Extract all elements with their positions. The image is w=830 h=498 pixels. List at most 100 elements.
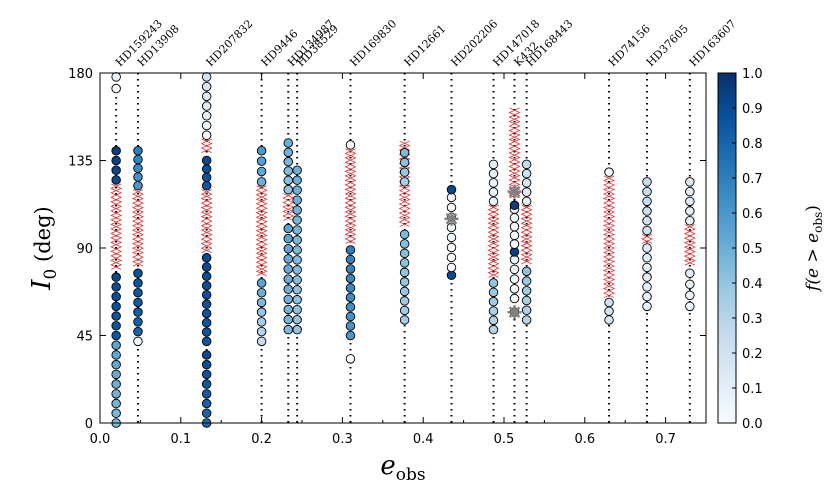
data-point [521,276,532,286]
data-point [399,267,410,278]
data-point [642,225,652,236]
data-point [133,287,143,298]
data-point [292,195,302,205]
data-point [201,318,212,328]
data-point [292,235,302,245]
data-point [133,146,143,156]
data-point [399,248,410,259]
data-point [604,167,614,177]
excluded-zone [683,224,696,266]
x-axis-label: eobs [380,451,425,485]
data-point [685,177,695,187]
colorbar-ticks: 0.0 0.1 0.2 0.3 0.4 0.5 0.6 0.7 0.8 0.9 1.0 [732,67,763,432]
data-point [685,206,695,216]
x-tick-label: 0.4 [413,432,434,447]
data-point [642,252,652,263]
y-axis-label-main: I [27,279,57,291]
data-point [201,181,212,191]
excluded-zone [603,175,616,298]
excluded-inclination-markers [110,107,696,298]
data-point [133,307,143,317]
data-point [111,398,121,409]
data-point [509,213,520,223]
data-point [283,138,294,148]
data-point [345,302,356,312]
data-point [509,274,520,284]
data-point [201,130,212,140]
data-point [201,389,212,399]
data-point [446,184,457,195]
data-point [345,264,356,274]
data-point [521,305,532,315]
excluded-zone [508,107,521,199]
data-point [111,301,121,312]
data-point [509,239,520,249]
data-point [399,277,410,287]
data-point [345,273,356,284]
data-point [521,159,532,170]
excluded-zone [110,183,123,270]
data-point [256,146,267,156]
data-point [133,278,143,288]
excluded-zone [487,204,500,278]
data-point [111,146,121,156]
star-label: HD37605 [644,22,691,69]
x-tick-label: 0.5 [494,432,515,447]
colorbar-label-end: ) [803,205,823,212]
colorbar-tick-label: 0.4 [742,277,763,292]
data-point [292,295,302,305]
data-point [345,292,356,303]
data-point [201,111,212,121]
data-point [201,290,212,300]
data-point [399,315,410,325]
data-point [201,359,212,370]
excluded-zone [200,138,213,153]
data-point [283,274,294,284]
data-point [283,314,294,325]
marked-point [507,305,522,320]
data-point [201,155,212,166]
data-point [201,91,212,102]
data-point [201,369,212,380]
data-point [201,172,212,183]
excluded-zone [255,185,268,277]
colorbar-tick-label: 0.5 [742,242,763,257]
data-point [283,147,294,158]
data-point [685,301,695,312]
data-point [399,229,410,240]
data-point [292,324,302,335]
colorbar-tick-label: 0.0 [742,417,763,432]
data-point [642,301,652,312]
data-point [201,350,212,360]
data-point [256,278,267,288]
data-point [521,178,532,188]
star-label: HD163607 [687,17,739,69]
data-point [345,321,356,331]
data-point [685,216,695,226]
data-point [201,120,212,131]
data-point [399,296,410,306]
data-point [642,216,652,226]
data-point [256,287,267,298]
excluded-zone [344,148,357,244]
data-point [446,252,457,263]
colorbar-tick-label: 0.6 [742,207,763,222]
data-point [642,291,652,302]
data-point [399,305,410,316]
colorbar-tick-label: 1.0 [742,67,763,82]
data-point [345,354,356,364]
data-point [111,282,121,292]
data-point [283,166,294,176]
y-axis-label-unit: (deg) [31,206,55,268]
data-point [256,177,267,187]
data-point [256,336,267,347]
data-point [488,296,499,307]
data-point [642,206,652,216]
data-point [642,262,652,273]
colorbar-tick-label: 0.1 [742,382,763,397]
data-point [521,315,532,325]
data-point [292,175,302,185]
data-point [292,304,302,315]
x-tick-label: 0.1 [170,432,191,447]
